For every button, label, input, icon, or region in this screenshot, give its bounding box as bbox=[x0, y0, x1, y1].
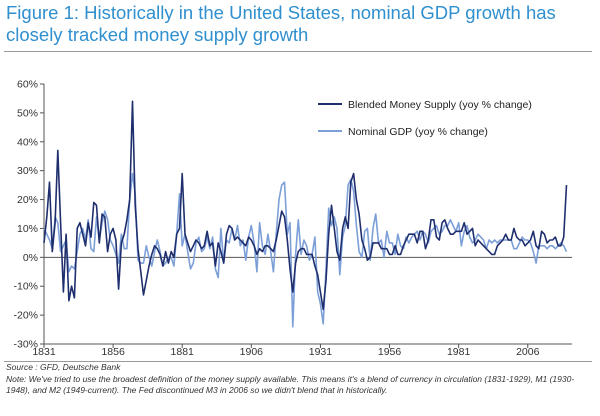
y-tick-label: 10% bbox=[17, 223, 38, 235]
y-tick-label: -30% bbox=[13, 339, 38, 351]
note-text: Note: We've tried to use the broadest de… bbox=[6, 374, 575, 395]
y-tick-label: 30% bbox=[17, 165, 38, 177]
x-tick-label: 1981 bbox=[447, 346, 471, 356]
x-tick-label: 1856 bbox=[101, 346, 125, 356]
y-tick-label: 40% bbox=[17, 136, 38, 148]
legend: Blended Money Supply (yoy % change) Nomin… bbox=[318, 99, 532, 138]
bottom-divider bbox=[4, 361, 592, 362]
y-tick-label: 50% bbox=[17, 107, 38, 119]
y-tick-label: -20% bbox=[13, 310, 38, 322]
legend-label-1: Nominal GDP (yoy % change) bbox=[348, 126, 488, 138]
x-tick-label: 1881 bbox=[171, 346, 195, 356]
x-tick-label: 1956 bbox=[378, 346, 402, 356]
x-tick-label: 1906 bbox=[240, 346, 264, 356]
x-tick-label: 1831 bbox=[32, 346, 56, 356]
y-tick-label: 20% bbox=[17, 194, 38, 206]
source-text: Source : GFD, Deutsche Bank bbox=[6, 362, 121, 372]
series-layer bbox=[43, 100, 568, 328]
series-line-1 bbox=[43, 172, 568, 328]
series-line-0 bbox=[43, 100, 568, 311]
x-axis: 1831 1856 1881 1906 1931 1956 1981 2006 bbox=[32, 256, 572, 356]
x-tick-label: 2006 bbox=[516, 346, 540, 356]
x-tick-label: 1931 bbox=[309, 346, 333, 356]
y-tick-label: 0% bbox=[23, 252, 38, 264]
figure-title: Figure 1: Historically in the United Sta… bbox=[6, 2, 556, 45]
chart: -30% -20% -10% 0% 10% 20% 30% 40% 50% 60% 1831 185… bbox=[13, 79, 572, 356]
y-tick-label: 60% bbox=[17, 79, 38, 91]
y-axis: -30% -20% -10% 0% 10% 20% 30% 40% 50% 60% bbox=[13, 79, 45, 351]
top-divider bbox=[4, 51, 592, 52]
y-tick-label: -10% bbox=[13, 281, 38, 293]
legend-label-0: Blended Money Supply (yoy % change) bbox=[348, 99, 532, 111]
